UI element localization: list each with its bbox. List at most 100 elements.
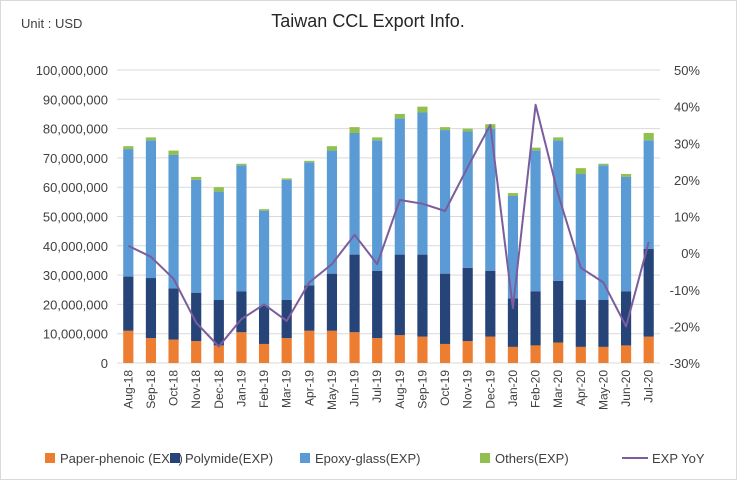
y2-tick-label: 20% (674, 173, 700, 188)
legend-swatch (480, 453, 490, 463)
x-tick-label: Nov-18 (189, 370, 203, 409)
bar-2-sep-18 (145, 278, 157, 339)
bar-4-jan-20 (507, 193, 519, 196)
bar-1-sep-19 (417, 336, 428, 363)
bar-1-jun-19 (349, 332, 360, 363)
legend-label: Polymide(EXP) (185, 451, 273, 466)
bar-1-nov-18 (191, 341, 202, 363)
bar-3-may-19 (326, 150, 338, 274)
bar-2-oct-19 (439, 273, 451, 344)
bar-3-jun-20 (620, 176, 632, 292)
x-tick-label: Dec-18 (212, 370, 226, 409)
x-tick-label: Jan-20 (506, 370, 520, 407)
x-tick-label: May-20 (596, 370, 610, 410)
bar-4-dec-18 (213, 187, 224, 192)
yoy-line-path (127, 103, 650, 348)
bar-3-mar-20 (553, 140, 564, 281)
bar-4-apr-19 (304, 160, 315, 163)
bar-4-apr-20 (575, 168, 586, 175)
bar-3-jun-19 (349, 132, 360, 255)
x-tick-label: Jul-20 (642, 370, 656, 403)
bar-2-jul-20 (643, 248, 654, 337)
y-tick-label: 100,000,000 (36, 63, 108, 78)
bar-1-oct-19 (439, 343, 451, 363)
bar-2-aug-18 (123, 276, 134, 331)
bar-3-jan-19 (236, 165, 247, 292)
bar-1-nov-19 (462, 341, 473, 363)
legend-swatch (170, 453, 180, 463)
y2-tick-label: -30% (670, 356, 701, 371)
bar-3-oct-18 (168, 154, 179, 289)
bar-2-jun-20 (620, 291, 632, 346)
bar-2-oct-18 (168, 288, 179, 340)
bar-4-jun-20 (620, 174, 632, 177)
y-tick-label: 20,000,000 (43, 297, 108, 312)
x-tick-label: Apr-20 (574, 370, 588, 406)
y2-tick-label: 0% (681, 246, 700, 261)
legend-label: Others(EXP) (495, 451, 569, 466)
x-tick-label: Jan-19 (234, 370, 248, 407)
y-tick-label: 30,000,000 (43, 268, 108, 283)
bar-4-jul-19 (372, 137, 383, 141)
x-tick-label: Nov-19 (461, 370, 475, 409)
bar-3-nov-18 (191, 179, 202, 293)
x-axis: Aug-18 Sep-18 Oct-18 Nov-18 Dec-18 Jan-19 Feb-… (121, 370, 655, 410)
x-tick-label: Mar-20 (551, 370, 565, 408)
y-tick-label: 40,000,000 (43, 239, 108, 254)
bar-4-feb-19 (258, 209, 270, 211)
legend-label: Paper-phenoic (EXP) (60, 451, 183, 466)
x-tick-label: Mar-19 (280, 370, 294, 408)
bar-4-nov-19 (462, 128, 473, 132)
bar-1-apr-20 (575, 346, 586, 363)
bar-2-jul-19 (372, 270, 383, 339)
bar-2-apr-19 (304, 285, 315, 331)
bars (123, 106, 654, 363)
y-tick-label: 10,000,000 (43, 327, 108, 342)
x-tick-label: Aug-18 (121, 370, 135, 409)
bar-3-nov-19 (462, 131, 473, 268)
bar-4-aug-19 (394, 113, 405, 119)
bar-4-sep-18 (145, 137, 157, 141)
x-tick-label: Jul-19 (370, 370, 384, 403)
legend-label: Epoxy-glass(EXP) (315, 451, 420, 466)
x-tick-label: Oct-18 (167, 370, 181, 406)
y2-tick-label: 10% (674, 210, 700, 225)
bar-2-dec-19 (485, 270, 496, 337)
bar-2-mar-20 (553, 280, 564, 343)
x-tick-label: Apr-19 (302, 370, 316, 406)
bar-2-sep-19 (417, 254, 428, 337)
bar-4-oct-19 (439, 127, 451, 131)
bar-3-oct-19 (439, 130, 451, 274)
y-tick-label: 60,000,000 (43, 180, 108, 195)
bar-2-aug-19 (394, 254, 405, 336)
bar-2-jan-19 (236, 291, 247, 333)
x-tick-label: Sep-18 (144, 370, 158, 409)
bar-4-jul-20 (643, 132, 654, 141)
bar-1-may-20 (598, 346, 609, 363)
bar-4-sep-19 (417, 106, 428, 113)
bar-1-mar-19 (281, 338, 292, 363)
bar-2-may-19 (326, 273, 338, 331)
bar-2-feb-20 (530, 291, 541, 346)
bar-1-jul-20 (643, 336, 654, 363)
y-tick-label: 80,000,000 (43, 122, 108, 137)
y-tick-label: 70,000,000 (43, 151, 108, 166)
bar-3-jul-20 (643, 140, 654, 249)
y-tick-label: 50,000,000 (43, 210, 108, 225)
bar-1-oct-18 (168, 339, 179, 363)
bar-3-dec-19 (485, 128, 496, 271)
bar-2-jun-19 (349, 254, 360, 333)
bar-1-may-19 (326, 330, 338, 363)
bar-1-jun-20 (620, 345, 632, 363)
x-tick-label: Dec-19 (483, 370, 497, 409)
bar-4-feb-20 (530, 147, 541, 151)
y2-tick-label: 30% (674, 136, 700, 151)
bar-4-may-19 (326, 146, 338, 151)
bar-1-jul-19 (372, 338, 383, 363)
bar-1-apr-19 (304, 330, 315, 363)
x-tick-label: Aug-19 (393, 370, 407, 409)
bar-2-apr-20 (575, 300, 586, 347)
x-tick-label: Feb-19 (257, 370, 271, 408)
bar-3-aug-19 (394, 118, 405, 255)
